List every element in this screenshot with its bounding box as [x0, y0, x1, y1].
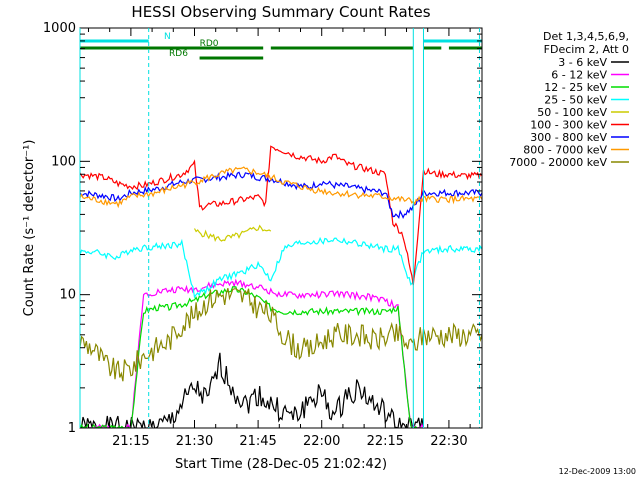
- y-tick-label: 1000: [43, 21, 76, 36]
- x-axis-label: Start Time (28-Dec-05 21:02:42): [175, 457, 387, 472]
- series-line-6: [80, 145, 482, 286]
- legend: Det 1,3,4,5,6,9,FDecim 2, Att 03 - 6 keV…: [509, 30, 629, 169]
- series-line-2: [80, 278, 425, 428]
- x-tick-label: 21:30: [176, 434, 213, 449]
- observing-flags: N RD0 RD6: [80, 32, 482, 60]
- legend-header: Det 1,3,4,5,6,9,: [543, 30, 629, 43]
- legend-label: 3 - 6 keV: [558, 56, 607, 69]
- legend-header: FDecim 2, Att 0: [544, 43, 629, 56]
- y-tick-label: 1: [68, 421, 76, 436]
- legend-label: 800 - 7000 keV: [523, 144, 607, 157]
- flag-label-rd0: RD0: [200, 39, 219, 49]
- series-line-8: [80, 166, 482, 209]
- series-line-5: [193, 224, 272, 242]
- series-line-4: [80, 236, 482, 299]
- axes: [79, 27, 483, 429]
- y-axis-label: Count Rate (s⁻¹ detector⁻¹): [22, 140, 37, 317]
- date-stamp: 12-Dec-2009 13:00: [559, 467, 636, 476]
- x-tick-label: 21:45: [239, 434, 276, 449]
- x-tick-label: 22:00: [303, 434, 340, 449]
- legend-label: 100 - 300 keV: [530, 119, 607, 132]
- x-axis: 21:15 21:30 21:45 22:00 22:15 22:30: [87, 28, 471, 449]
- legend-label: 6 - 12 keV: [551, 69, 607, 82]
- legend-label: 12 - 25 keV: [544, 81, 607, 94]
- x-tick-label: 22:30: [430, 434, 467, 449]
- x-tick-label: 22:15: [367, 434, 404, 449]
- series-line-3: [80, 286, 424, 428]
- flag-label-n: N: [164, 32, 171, 42]
- y-axis: 1 10 100 1000: [43, 21, 482, 436]
- legend-label: 7000 - 20000 keV: [509, 156, 607, 169]
- series-line-9: [80, 288, 482, 382]
- chart-title: HESSI Observing Summary Count Rates: [131, 3, 430, 21]
- legend-label: 300 - 800 keV: [530, 131, 607, 144]
- y-tick-label: 10: [59, 288, 76, 303]
- series-line-1: [80, 352, 425, 428]
- y-tick-label: 100: [51, 154, 76, 169]
- x-tick-label: 21:15: [112, 434, 149, 449]
- series-layer: [80, 145, 482, 428]
- legend-label: 25 - 50 keV: [544, 94, 607, 107]
- flag-label-rd6: RD6: [169, 49, 188, 59]
- legend-label: 50 - 100 keV: [537, 106, 607, 119]
